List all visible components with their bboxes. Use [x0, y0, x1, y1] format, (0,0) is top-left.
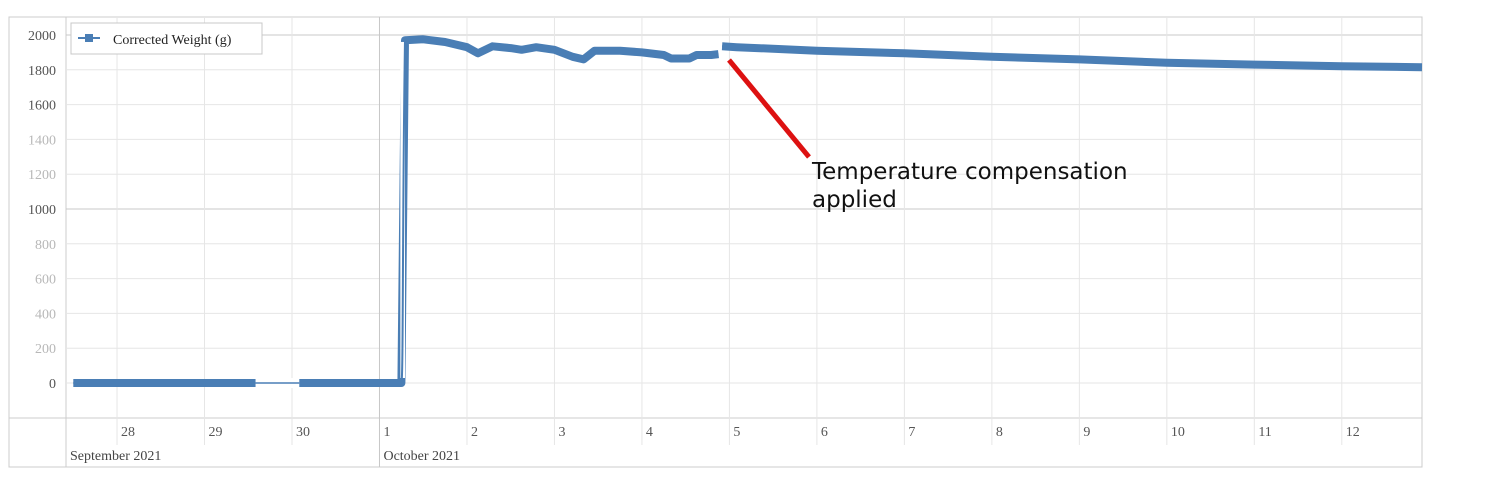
- plot-area: [73, 35, 1423, 388]
- y-tick-label: 600: [35, 273, 56, 288]
- series-rise-line: [400, 40, 406, 384]
- x-tick-label: 12: [1346, 425, 1360, 440]
- annotation-text-line-1: Temperature compensation: [811, 159, 1128, 185]
- x-tick-label: 1: [383, 425, 390, 440]
- y-tick-label: 200: [35, 342, 56, 357]
- x-tick-label: 30: [296, 425, 310, 440]
- y-tick-label: 400: [35, 307, 56, 322]
- x-tick-label: 9: [1083, 425, 1090, 440]
- y-tick-label: 1600: [28, 99, 56, 114]
- y-tick-label: 1800: [28, 64, 56, 79]
- annotation: Temperature compensation applied: [727, 58, 1128, 213]
- annotation-text-line-2: applied: [812, 187, 897, 213]
- x-tick-label: 29: [209, 425, 223, 440]
- y-tick-label: 1400: [28, 133, 56, 148]
- y-tick-label: 2000: [28, 29, 56, 44]
- legend-series-name: Corrected Weight (g): [113, 33, 232, 48]
- x-tick-label: 4: [646, 425, 653, 440]
- y-tick-label: 1200: [28, 168, 56, 183]
- x-tick-label: 10: [1171, 425, 1185, 440]
- grid-lines: [9, 17, 1422, 467]
- x-tick-label: 5: [733, 425, 740, 440]
- legend[interactable]: Corrected Weight (g): [70, 22, 263, 55]
- x-tick-label: 8: [996, 425, 1003, 440]
- y-tick-label: 800: [35, 238, 56, 253]
- y-tick-label: 1000: [28, 203, 56, 218]
- legend-series-marker: [85, 34, 93, 42]
- y-axis: 0 200 400 600 800 1000 1200 1400 1600 1800 2000: [28, 29, 56, 392]
- x-tick-label: 11: [1258, 425, 1271, 440]
- x-tick-label: 3: [558, 425, 565, 440]
- x-month-label: September 2021: [70, 449, 161, 464]
- x-tick-label: 6: [821, 425, 828, 440]
- x-tick-label: 2: [471, 425, 478, 440]
- y-tick-label: 0: [49, 377, 56, 392]
- x-tick-label: 28: [121, 425, 135, 440]
- annotation-pointer: [727, 58, 811, 159]
- legend-box: [70, 22, 263, 55]
- series-marker-band: [721, 42, 1423, 72]
- x-month-label: October 2021: [383, 449, 460, 464]
- x-tick-label: 7: [908, 425, 915, 440]
- chart-frame: [8, 16, 1423, 468]
- series-marker-band: [73, 35, 719, 387]
